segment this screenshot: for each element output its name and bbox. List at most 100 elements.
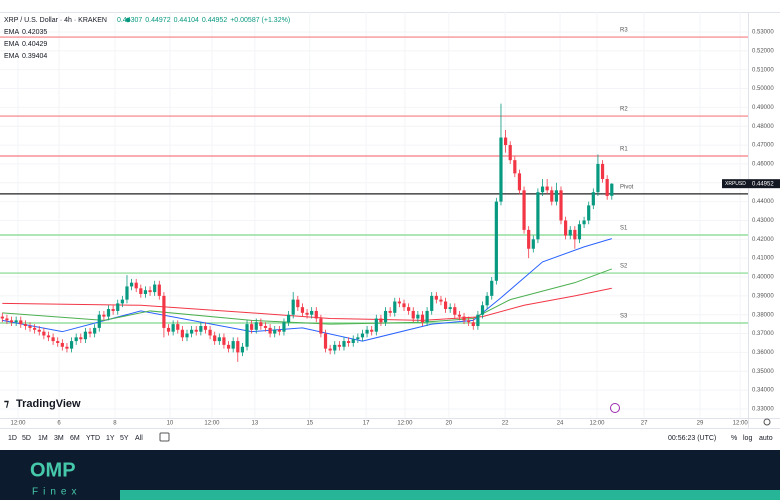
candle-body — [393, 301, 397, 313]
symbol: XRP / U.S. Dollar · 4h · KRAKEN — [4, 17, 107, 24]
auto-toggle[interactable]: auto — [759, 435, 773, 442]
candle-body — [88, 331, 92, 334]
date-range-icon[interactable] — [159, 432, 170, 442]
range-button[interactable]: 1Y — [106, 435, 115, 442]
candle-body — [600, 163, 605, 179]
candle-body — [106, 309, 111, 317]
candle-body — [573, 229, 577, 240]
settings-icon[interactable] — [763, 418, 771, 426]
y-tick-label: 0.52000 — [752, 48, 774, 54]
candle-body — [490, 280, 494, 296]
tradingview-logo: TradingView — [16, 398, 81, 410]
candle-body — [37, 329, 41, 332]
low: 0.44104 — [174, 17, 199, 24]
candle-body — [120, 299, 124, 304]
range-button[interactable]: YTD — [86, 435, 100, 442]
x-tick-label: 27 — [641, 421, 648, 427]
range-button[interactable]: 5Y — [120, 435, 129, 442]
candle-body — [116, 303, 120, 311]
candle-body — [83, 331, 88, 340]
y-tick-label: 0.49000 — [752, 105, 774, 111]
candle-body — [111, 309, 115, 311]
candle-body — [508, 145, 512, 161]
candle-body — [282, 322, 286, 332]
candle-body — [305, 312, 309, 315]
candle-body — [236, 341, 240, 353]
candle-body — [153, 284, 157, 293]
log-toggle[interactable]: log — [743, 435, 752, 442]
plot — [0, 103, 614, 362]
range-button[interactable]: 5D — [22, 435, 31, 442]
candle-body — [513, 160, 517, 174]
brand-logo: OMP — [30, 459, 76, 481]
candle-body — [370, 329, 374, 332]
candle-body — [273, 329, 277, 334]
candle-body — [397, 301, 401, 304]
pivot-label: R2 — [620, 107, 628, 113]
legend-label: EMA — [4, 41, 20, 48]
candle-body — [527, 229, 531, 249]
candle-body — [286, 314, 291, 323]
price-tag-value: 0.44952 — [752, 181, 774, 187]
chart-header: XRP / U.S. Dollar · 4h · KRAKEN0.443070.… — [4, 17, 290, 24]
candle-body — [365, 329, 369, 334]
candle-body — [291, 299, 295, 315]
candle-body — [402, 303, 406, 308]
candle-body — [213, 335, 217, 342]
percent-toggle[interactable]: % — [731, 435, 737, 442]
candle-body — [28, 326, 32, 328]
x-tick-label: 12:00 — [204, 421, 220, 427]
candle-body — [420, 314, 425, 323]
pivot-label: S2 — [620, 264, 628, 270]
candle-body — [185, 333, 189, 338]
range-button[interactable]: 3M — [54, 435, 64, 442]
candle-body — [190, 329, 194, 334]
candle-body — [97, 314, 101, 328]
candle-body — [14, 320, 18, 323]
range-button[interactable]: 6M — [70, 435, 80, 442]
y-tick-label: 0.41000 — [752, 256, 774, 262]
x-tick-label: 10 — [167, 421, 174, 427]
x-tick-label: 13 — [252, 421, 259, 427]
candle-body — [347, 341, 351, 343]
candle-body — [129, 282, 134, 287]
candle-body — [559, 190, 563, 221]
x-tick-label: 24 — [557, 421, 564, 427]
candle-body — [240, 346, 245, 353]
candle-body — [425, 310, 429, 323]
candle-body — [411, 310, 415, 319]
pivot-label: R3 — [620, 28, 628, 34]
range-button[interactable]: 1M — [38, 435, 48, 442]
candle-body — [314, 310, 318, 319]
y-tick-label: 0.37000 — [752, 331, 774, 337]
toolbar: 00:56:23 (UTC) % log auto 1D 5D 1M 3M 6M YTD 1… — [8, 432, 773, 442]
close: 0.44952 — [202, 17, 227, 24]
candle-body — [23, 324, 27, 327]
candle-body — [494, 201, 498, 281]
candle-body — [74, 337, 78, 342]
brand-subtitle: Finex — [32, 487, 81, 498]
x-tick-label: 17 — [363, 421, 370, 427]
candle-body — [374, 318, 378, 332]
candle-body — [545, 186, 549, 191]
candle-body — [577, 224, 582, 240]
candle-body — [582, 220, 586, 225]
change: +0.00587 (+1.32%) — [230, 17, 290, 24]
event-icon[interactable] — [610, 403, 620, 413]
candle-body — [51, 337, 55, 342]
candle-body — [499, 137, 503, 202]
candle-body — [162, 295, 166, 328]
high: 0.44972 — [145, 17, 170, 24]
candle-body — [564, 220, 568, 236]
candle-body — [540, 186, 545, 193]
candle-body — [19, 320, 23, 325]
clock[interactable]: 00:56:23 (UTC) — [668, 435, 716, 442]
candle-body — [434, 295, 438, 300]
range-button[interactable]: All — [135, 435, 143, 442]
candle-body — [388, 310, 392, 313]
range-button[interactable]: 1D — [8, 435, 17, 442]
candle-body — [42, 331, 46, 336]
legend-value: 0.42035 — [22, 29, 47, 36]
candle-body — [333, 344, 337, 351]
candle-body — [263, 326, 268, 328]
